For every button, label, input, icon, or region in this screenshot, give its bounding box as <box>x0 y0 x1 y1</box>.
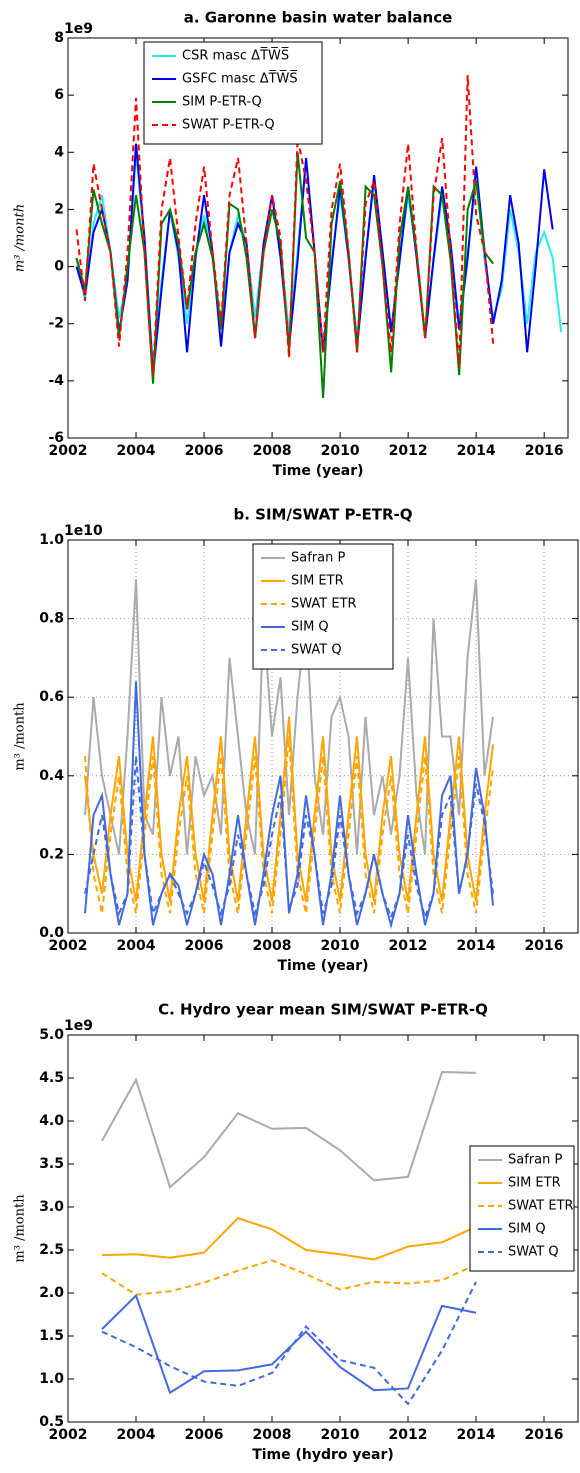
legend-box <box>143 41 323 145</box>
x-tick-label: 2008 <box>253 1427 292 1443</box>
legend-label: Safran P <box>508 1153 562 1168</box>
y-tick-label: 1.0 <box>39 1371 64 1387</box>
plot-frame <box>67 37 569 439</box>
y-tick-label: -4 <box>48 373 64 389</box>
y-tick-label: 3.5 <box>39 1156 64 1172</box>
x-tick-label: 2014 <box>457 938 496 954</box>
y-tick-label: 1.0 <box>39 532 64 548</box>
legend-box <box>469 1145 575 1272</box>
y-tick-label: 2.0 <box>39 1285 64 1301</box>
x-tick-label: 2006 <box>185 1427 224 1443</box>
x-tick-label: 2008 <box>253 938 292 954</box>
legend-label: SWAT Q <box>508 1245 559 1260</box>
chart-title: a. Garonne basin water balance <box>184 9 453 27</box>
y-tick-label: 0.2 <box>39 846 64 862</box>
y-tick-label: 0.8 <box>39 611 64 627</box>
x-tick-label: 2002 <box>49 1427 88 1443</box>
x-axis-label: Time (year) <box>272 463 363 479</box>
x-tick-label: 2006 <box>185 443 224 459</box>
y-tick-label: 4.5 <box>39 1070 64 1086</box>
y-tick-label: 0.6 <box>39 689 64 705</box>
x-tick-label: 2010 <box>321 443 360 459</box>
legend-label: SWAT Q <box>291 643 342 658</box>
y-tick-label: -2 <box>48 316 64 332</box>
y-tick-label: 0.0 <box>39 925 64 941</box>
plot-frame <box>67 539 579 934</box>
x-tick-label: 2010 <box>321 938 360 954</box>
x-tick-label: 2008 <box>253 443 292 459</box>
x-tick-label: 2016 <box>525 443 564 459</box>
legend-label: CSR masc ΔT̅W̅S̅ <box>182 47 289 63</box>
legend-label: SWAT P-ETR-Q <box>182 118 275 133</box>
legend-label: Safran P <box>291 551 345 566</box>
x-tick-label: 2004 <box>117 443 156 459</box>
x-tick-label: 2004 <box>117 1427 156 1443</box>
y-tick-label: 0.5 <box>39 1414 64 1430</box>
series-line <box>101 1217 477 1261</box>
x-axis-label: Time (year) <box>277 958 368 974</box>
legend-label: SIM ETR <box>508 1176 561 1191</box>
x-tick-label: 2002 <box>49 443 88 459</box>
y-offset-label: 1e9 <box>64 21 93 37</box>
y-tick-label: 0 <box>54 259 64 275</box>
x-axis-label: Time (hydro year) <box>252 1447 394 1463</box>
y-tick-label: 6 <box>54 87 64 103</box>
legend-label: SIM ETR <box>291 574 344 589</box>
plot-frame <box>67 1034 579 1423</box>
y-tick-label: 2 <box>54 201 64 217</box>
legend-label: SIM Q <box>291 620 329 635</box>
legend-label: SIM Q <box>508 1222 546 1237</box>
series-line <box>84 736 494 914</box>
x-tick-label: 2004 <box>117 938 156 954</box>
y-offset-label: 1e9 <box>64 1018 93 1034</box>
legend-label: SIM P-ETR-Q <box>182 95 262 110</box>
y-tick-label: 1.5 <box>39 1328 64 1344</box>
y-tick-label: 2.5 <box>39 1242 64 1258</box>
y-tick-label: 8 <box>54 30 64 46</box>
x-tick-label: 2002 <box>49 938 88 954</box>
y-tick-label: 0.4 <box>39 768 64 784</box>
y-tick-label: 4.0 <box>39 1113 64 1129</box>
x-tick-label: 2014 <box>457 1427 496 1443</box>
chart-title: b. SIM/SWAT P-ETR-Q <box>234 506 413 524</box>
x-tick-label: 2014 <box>457 443 496 459</box>
x-tick-label: 2006 <box>185 938 224 954</box>
series-line <box>84 681 494 929</box>
y-tick-label: 3.0 <box>39 1199 64 1215</box>
legend-box <box>252 543 394 670</box>
panel: C. Hydro year mean SIM/SWAT P-ETR-Q 2002 2… <box>13 1001 579 1463</box>
x-tick-label: 2012 <box>389 443 428 459</box>
x-tick-label: 2012 <box>389 1427 428 1443</box>
y-tick-label: 4 <box>54 144 64 160</box>
panel: b. SIM/SWAT P-ETR-Q 2002 2004 2006 2008 2010 2… <box>13 506 579 974</box>
series-line <box>75 152 494 399</box>
x-tick-label: 2010 <box>321 1427 360 1443</box>
x-tick-label: 2016 <box>525 938 564 954</box>
series-line <box>101 1259 477 1296</box>
legend-label: GSFC masc ΔT̅W̅S̅ <box>182 70 298 86</box>
y-axis-label: m³ /month <box>13 1194 28 1263</box>
x-tick-label: 2012 <box>389 938 428 954</box>
y-tick-label: -6 <box>48 430 64 446</box>
series-line <box>101 1293 477 1395</box>
y-offset-label: 1e10 <box>64 523 103 539</box>
series-line <box>84 579 494 855</box>
y-axis-label: m³ /month <box>13 204 28 272</box>
series-line <box>101 1281 477 1406</box>
series-line <box>84 716 494 902</box>
legend-label: SWAT ETR <box>508 1199 574 1214</box>
y-axis-label: m³ /month <box>13 702 28 771</box>
legend-label: SWAT ETR <box>291 597 357 612</box>
y-tick-label: 5.0 <box>39 1027 64 1043</box>
series-line <box>101 1070 477 1189</box>
chart-title: C. Hydro year mean SIM/SWAT P-ETR-Q <box>158 1001 488 1019</box>
x-tick-label: 2016 <box>525 1427 564 1443</box>
